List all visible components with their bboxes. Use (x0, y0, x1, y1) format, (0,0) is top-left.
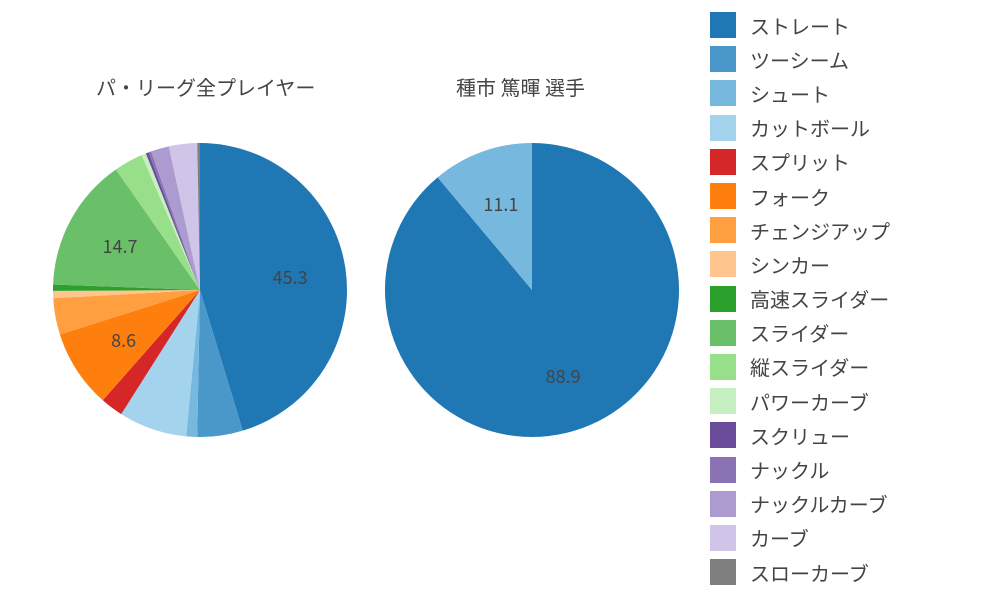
pie-svg (53, 143, 347, 437)
legend-swatch (710, 286, 736, 312)
legend-label: スクリュー (750, 421, 850, 450)
right-pie-chart: 88.9 11.1 (385, 143, 679, 437)
legend-swatch (710, 491, 736, 517)
legend-label: 高速スライダー (750, 284, 889, 313)
legend-swatch (710, 149, 736, 175)
pie-slice-label: 88.9 (546, 363, 581, 389)
legend-swatch (710, 183, 736, 209)
legend-item: シュート (710, 76, 988, 110)
legend-item: 高速スライダー (710, 282, 988, 316)
legend-label: スプリット (750, 147, 850, 176)
legend-label: シンカー (750, 250, 830, 279)
legend-label: ナックル (750, 455, 829, 484)
pie-svg (385, 143, 679, 437)
legend-item: 縦スライダー (710, 350, 988, 384)
pie-slice-label: 8.6 (111, 327, 136, 353)
legend-label: フォーク (750, 182, 830, 211)
right-chart-title: 種市 篤暉 選手 (456, 72, 585, 101)
legend-label: カットボール (750, 113, 870, 142)
legend-swatch (710, 115, 736, 141)
legend-label: スライダー (750, 318, 849, 347)
legend-item: カットボール (710, 111, 988, 145)
legend-item: スローカーブ (710, 555, 988, 589)
legend: ストレートツーシームシュートカットボールスプリットフォークチェンジアップシンカー… (710, 8, 988, 589)
left-chart-title: パ・リーグ全プレイヤー (96, 72, 315, 101)
pie-slice-label: 11.1 (483, 191, 518, 217)
legend-label: シュート (750, 79, 830, 108)
legend-label: チェンジアップ (750, 216, 890, 245)
legend-item: ナックル (710, 452, 988, 486)
legend-label: ストレート (750, 11, 850, 40)
legend-item: チェンジアップ (710, 213, 988, 247)
legend-item: スライダー (710, 316, 988, 350)
legend-swatch (710, 12, 736, 38)
legend-swatch (710, 251, 736, 277)
legend-swatch (710, 559, 736, 585)
legend-item: パワーカーブ (710, 384, 988, 418)
legend-item: ストレート (710, 8, 988, 42)
legend-swatch (710, 46, 736, 72)
figure-root: パ・リーグ全プレイヤー 種市 篤暉 選手 45.3 8.6 14.7 88.9 11.… (0, 0, 1000, 600)
legend-label: ツーシーム (750, 45, 849, 74)
legend-item: シンカー (710, 247, 988, 281)
legend-label: パワーカーブ (750, 387, 869, 416)
legend-swatch (710, 457, 736, 483)
legend-item: フォーク (710, 179, 988, 213)
legend-item: ツーシーム (710, 42, 988, 76)
legend-label: スローカーブ (750, 558, 869, 587)
legend-item: スプリット (710, 145, 988, 179)
legend-item: スクリュー (710, 418, 988, 452)
legend-swatch (710, 217, 736, 243)
legend-swatch (710, 320, 736, 346)
left-pie-chart: 45.3 8.6 14.7 (53, 143, 347, 437)
legend-swatch (710, 354, 736, 380)
pie-slice-label: 14.7 (102, 233, 137, 259)
legend-label: ナックルカーブ (750, 489, 888, 518)
legend-label: カーブ (750, 523, 809, 552)
legend-swatch (710, 525, 736, 551)
legend-swatch (710, 80, 736, 106)
pie-slice-label: 45.3 (273, 264, 308, 290)
legend-swatch (710, 422, 736, 448)
legend-item: カーブ (710, 521, 988, 555)
legend-item: ナックルカーブ (710, 487, 988, 521)
legend-swatch (710, 388, 736, 414)
legend-label: 縦スライダー (750, 352, 869, 381)
